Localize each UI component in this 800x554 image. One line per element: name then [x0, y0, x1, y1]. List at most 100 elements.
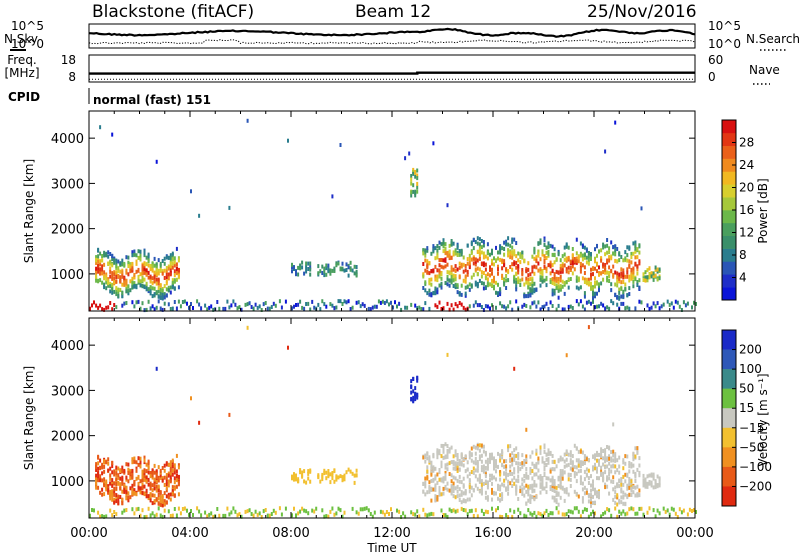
power-cell: [545, 275, 548, 280]
velocity-cell: [177, 480, 180, 485]
power-cell: [515, 241, 518, 245]
power-cell: [608, 250, 611, 255]
velocity-cell: [155, 479, 158, 484]
velocity-cell: [412, 377, 415, 381]
power-cell: [632, 279, 635, 284]
power-cell: [628, 292, 631, 296]
nsky-tick-top: 10^5: [11, 19, 44, 33]
velocity-cell: [486, 495, 489, 500]
power-cell: [226, 299, 229, 304]
power-cell: [169, 253, 172, 258]
velocity-cell: [173, 476, 176, 481]
power-cell: [594, 291, 596, 296]
velocity-cell: [489, 455, 491, 460]
velocity-cell: [600, 472, 603, 477]
velocity-cell: [97, 473, 100, 478]
velocity-cell: [541, 479, 544, 484]
noise-panel-frame: [88, 23, 696, 49]
power-cell: [515, 280, 518, 285]
power-cell: [446, 270, 449, 275]
power-cell: [232, 299, 235, 304]
velocity-cell: [327, 514, 330, 519]
power-cell: [155, 305, 158, 310]
velocity-cell: [327, 474, 330, 479]
power-cell: [147, 252, 150, 257]
velocity-cell: [573, 506, 576, 511]
power-cell: [381, 299, 384, 304]
velocity-cell: [165, 500, 168, 505]
power-cell: [581, 243, 584, 248]
power-cell: [416, 176, 419, 181]
power-cell: [543, 260, 546, 264]
velocity-cell: [135, 466, 138, 471]
velocity-cell: [529, 470, 532, 475]
power-cell: [464, 268, 467, 273]
power-cell: [454, 251, 457, 256]
velocity-cell: [602, 471, 605, 476]
power-cell: [535, 265, 538, 270]
velocity-cell: [141, 478, 144, 483]
power-cell: [169, 307, 172, 311]
velocity-cell: [456, 489, 459, 494]
power-cell: [107, 254, 110, 259]
power-cell: [539, 307, 542, 312]
power-cell: [551, 252, 554, 257]
velocity-cell: [501, 455, 504, 460]
power-colorbar-tick-label: 12: [739, 226, 754, 240]
power-cell: [452, 252, 455, 257]
velocity-cell: [474, 461, 477, 466]
power-cell: [636, 247, 639, 252]
velocity-cell: [113, 481, 116, 486]
power-cell: [476, 266, 479, 271]
velocity-cell: [216, 507, 219, 511]
power-ytick-label: 4000: [51, 132, 84, 147]
power-cell: [501, 258, 504, 263]
power-cell: [424, 268, 427, 273]
velocity-cell: [169, 460, 172, 465]
velocity-cell: [624, 461, 627, 466]
power-cell: [511, 239, 514, 244]
power-cell: [355, 273, 358, 278]
power-cell: [638, 299, 641, 304]
power-cell: [295, 272, 297, 277]
power-cell: [153, 275, 156, 280]
velocity-cell: [470, 452, 473, 457]
power-cell: [111, 263, 114, 268]
velocity-cell: [541, 482, 544, 487]
velocity-ytick-label: 1000: [51, 475, 84, 490]
velocity-cell: [678, 507, 681, 512]
power-cell: [141, 271, 144, 276]
power-cell: [244, 302, 247, 307]
power-cell: [161, 296, 164, 300]
power-colorbar-swatch: [722, 287, 736, 301]
velocity-cell: [533, 483, 536, 488]
velocity-cell: [648, 473, 651, 478]
power-cell: [430, 269, 433, 274]
velocity-cell: [545, 490, 548, 495]
power-cell: [565, 243, 568, 248]
velocity-cell: [533, 463, 536, 468]
velocity-cell: [161, 466, 164, 470]
power-cell: [612, 301, 615, 306]
power-cell: [163, 268, 166, 273]
power-cell: [454, 277, 457, 282]
velocity-cell: [499, 493, 502, 498]
velocity-cell: [438, 485, 441, 490]
velocity-cell: [125, 462, 128, 467]
power-cell: [507, 242, 510, 247]
velocity-cell: [577, 494, 580, 499]
velocity-cell: [472, 470, 475, 475]
power-cell: [557, 280, 560, 285]
power-cell: [551, 288, 554, 293]
velocity-cell: [521, 453, 524, 458]
velocity-cell: [317, 474, 320, 479]
power-cell: [432, 141, 435, 146]
velocity-cell: [541, 459, 544, 464]
velocity-cell: [561, 457, 564, 462]
velocity-cell: [551, 459, 554, 464]
velocity-cell: [531, 469, 534, 473]
velocity-cell: [173, 493, 176, 498]
power-cell: [527, 285, 530, 290]
power-cell: [155, 268, 158, 273]
velocity-cell: [642, 512, 645, 517]
